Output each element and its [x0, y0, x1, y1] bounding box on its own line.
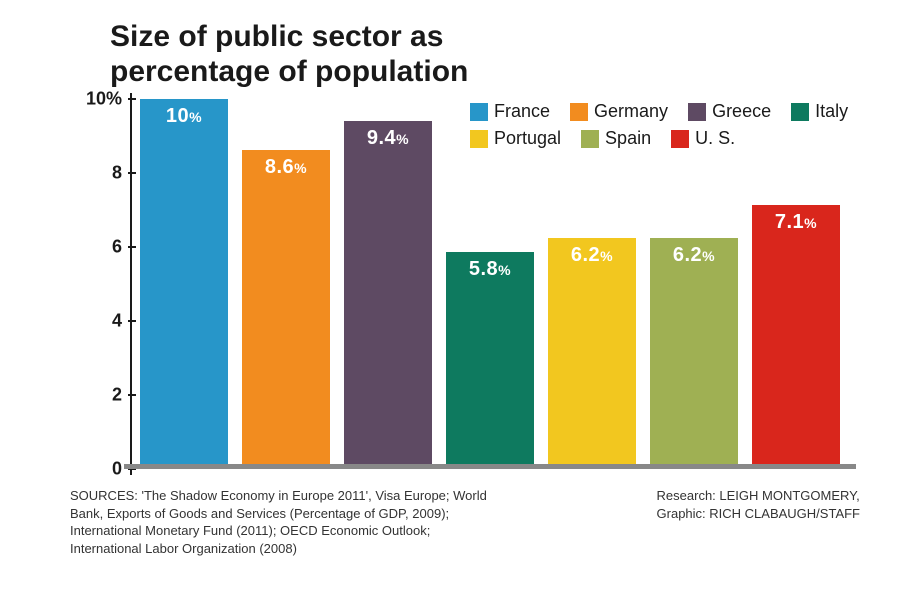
legend-swatch	[581, 130, 599, 148]
chart-area: 0246810% 10%8.6%9.4%5.8%6.2%6.2%7.1% Fra…	[70, 99, 850, 469]
y-tick-label: 0	[112, 459, 122, 480]
legend-swatch	[470, 130, 488, 148]
y-axis: 0246810%	[70, 99, 130, 469]
legend-swatch	[570, 103, 588, 121]
legend-item: France	[470, 101, 550, 122]
bar-italy: 5.8%	[446, 252, 534, 464]
bar-value-label: 6.2%	[650, 244, 738, 267]
bars-container: 10% 8.6% 9.4% 5.8% 6.2% 6.2% 7.1%	[130, 99, 850, 464]
bar-value-label: 8.6%	[242, 156, 330, 179]
bar-greece: 9.4%	[344, 121, 432, 464]
bar-slot: 6.2%	[650, 99, 738, 464]
legend-item: Spain	[581, 128, 651, 149]
bar-value-label: 5.8%	[446, 258, 534, 281]
y-tick-label: 6	[112, 237, 122, 258]
plot-area: 10% 8.6% 9.4% 5.8% 6.2% 6.2% 7.1% France German…	[130, 99, 850, 469]
legend-item: Germany	[570, 101, 668, 122]
legend-label: U. S.	[695, 128, 735, 149]
bar-spain: 6.2%	[650, 238, 738, 464]
bar-slot: 9.4%	[344, 99, 432, 464]
bar-value-label: 10%	[140, 105, 228, 128]
sources-text: SOURCES: 'The Shadow Economy in Europe 2…	[70, 487, 490, 557]
chart-title: Size of public sector as percentage of p…	[110, 20, 860, 89]
bar-slot: 6.2%	[548, 99, 636, 464]
legend: France Germany Greece Italy Portugal Spain U. …	[470, 101, 850, 149]
credits-line1: Research: LEIGH MONTGOMERY,	[657, 488, 860, 503]
legend-label: France	[494, 101, 550, 122]
x-axis-line	[124, 464, 856, 469]
bar-slot: 8.6%	[242, 99, 330, 464]
bar-slot: 10%	[140, 99, 228, 464]
legend-swatch	[688, 103, 706, 121]
y-tick-label: 8	[112, 163, 122, 184]
credits-line2: Graphic: RICH CLABAUGH/STAFF	[657, 506, 860, 521]
bar-u-s-: 7.1%	[752, 205, 840, 464]
y-tick-label: 2	[112, 385, 122, 406]
legend-item: Greece	[688, 101, 771, 122]
title-line2: percentage of population	[110, 55, 468, 88]
bar-slot: 7.1%	[752, 99, 840, 464]
bar-germany: 8.6%	[242, 150, 330, 464]
bar-value-label: 6.2%	[548, 244, 636, 267]
legend-label: Portugal	[494, 128, 561, 149]
footer: SOURCES: 'The Shadow Economy in Europe 2…	[70, 487, 860, 557]
legend-label: Spain	[605, 128, 651, 149]
legend-swatch	[791, 103, 809, 121]
legend-swatch	[470, 103, 488, 121]
legend-label: Italy	[815, 101, 848, 122]
y-tick-label: 4	[112, 311, 122, 332]
y-tick-label: 10%	[86, 89, 122, 110]
bar-france: 10%	[140, 99, 228, 464]
legend-swatch	[671, 130, 689, 148]
legend-item: Portugal	[470, 128, 561, 149]
legend-label: Germany	[594, 101, 668, 122]
bar-value-label: 9.4%	[344, 127, 432, 150]
bar-slot: 5.8%	[446, 99, 534, 464]
legend-label: Greece	[712, 101, 771, 122]
legend-item: U. S.	[671, 128, 735, 149]
credits-text: Research: LEIGH MONTGOMERY, Graphic: RIC…	[657, 487, 860, 557]
bar-portugal: 6.2%	[548, 238, 636, 464]
bar-value-label: 7.1%	[752, 211, 840, 234]
title-line1: Size of public sector as	[110, 20, 443, 53]
legend-item: Italy	[791, 101, 848, 122]
